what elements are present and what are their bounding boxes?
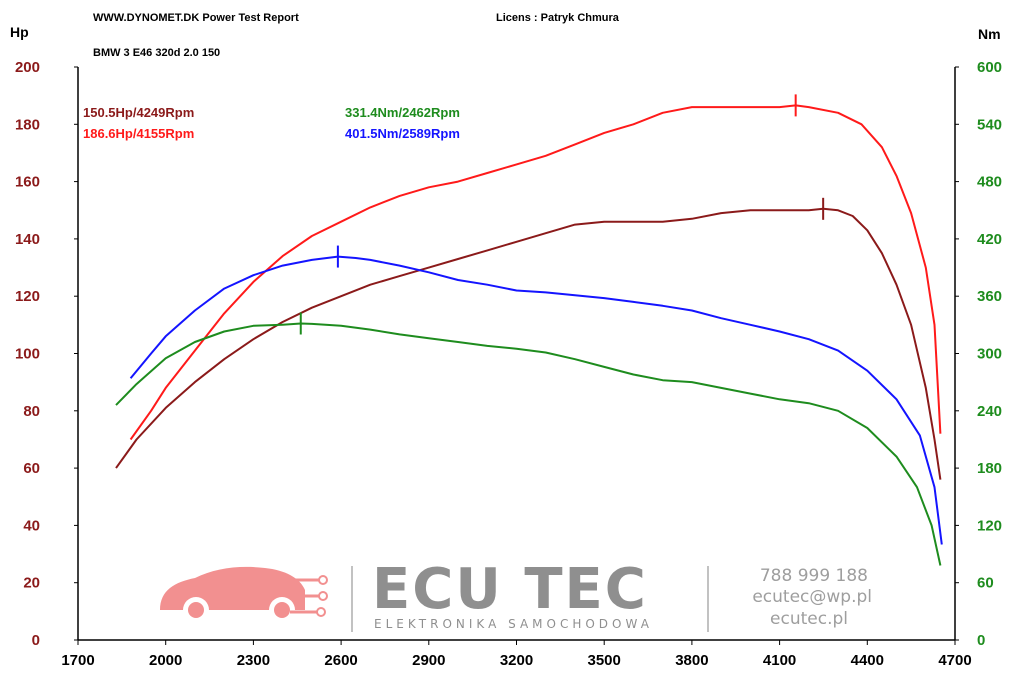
- x-tick-label: 2300: [237, 652, 270, 669]
- y-right-tick-label: 600: [977, 59, 1002, 76]
- car-logo-icon: [160, 566, 328, 623]
- watermark: ECU TEC ELEKTRONIKA SAMOCHODOWA 788 999 …: [160, 557, 872, 632]
- peak-annotation-2: 186.6Hp/4155Rpm: [83, 126, 194, 141]
- y-left-tick-label: 20: [23, 575, 40, 592]
- y-left-tick-label: 0: [32, 632, 40, 649]
- watermark-tagline: ELEKTRONIKA SAMOCHODOWA: [374, 617, 653, 631]
- x-tick-label: 4400: [851, 652, 884, 669]
- series-line-4: [129, 255, 943, 545]
- x-tick-label: 2000: [149, 652, 182, 669]
- y-left-tick-label: 200: [15, 59, 40, 76]
- watermark-phone: 788 999 188: [760, 566, 868, 586]
- y-left-tick-label: 60: [23, 460, 40, 477]
- watermark-website: ecutec.pl: [770, 609, 848, 629]
- y-right-tick-label: 300: [977, 346, 1002, 363]
- y-right-tick-label: 360: [977, 288, 1002, 305]
- x-tick-label: 3500: [588, 652, 621, 669]
- peak-annotation-3: 331.4Nm/2462Rpm: [345, 105, 460, 120]
- y-left-tick-label: 160: [15, 174, 40, 191]
- y-left-tick-label: 80: [23, 403, 40, 420]
- chart-annotations: 150.5Hp/4249Rpm 186.6Hp/4155Rpm 331.4Nm/24…: [83, 105, 460, 141]
- x-tick-label: 4700: [938, 652, 971, 669]
- y-right-tick-label: 240: [977, 403, 1002, 420]
- x-tick-label: 1700: [61, 652, 94, 669]
- y-right-tick-label: 120: [977, 517, 1002, 534]
- y-left-unit-label: Hp: [10, 24, 29, 40]
- x-tick-label: 4100: [763, 652, 796, 669]
- y-left-tick-label: 120: [15, 288, 40, 305]
- vehicle-label: BMW 3 E46 320d 2.0 150: [93, 47, 221, 59]
- report-title: WWW.DYNOMET.DK Power Test Report: [93, 12, 299, 24]
- y-right-tick-label: 60: [977, 575, 994, 592]
- x-tick-label: 2600: [324, 652, 357, 669]
- y-left-tick-label: 180: [15, 116, 40, 133]
- y-left-tick-label: 140: [15, 231, 40, 248]
- peak-annotation-4: 401.5Nm/2589Rpm: [345, 126, 460, 141]
- x-tick-label: 2900: [412, 652, 445, 669]
- watermark-email: ecutec@wp.pl: [752, 587, 872, 607]
- y-right-unit-label: Nm: [978, 26, 1001, 42]
- x-tick-label: 3200: [500, 652, 533, 669]
- series-line-1: [115, 207, 942, 480]
- y-right-tick-label: 0: [977, 632, 985, 649]
- watermark-brand: ECU TEC: [372, 557, 648, 622]
- chart-series: [115, 94, 943, 566]
- y-right-tick-label: 180: [977, 460, 1002, 477]
- series-line-3: [115, 322, 942, 566]
- y-left-tick-label: 100: [15, 346, 40, 363]
- peak-annotation-1: 150.5Hp/4249Rpm: [83, 105, 194, 120]
- y-right-tick-label: 540: [977, 116, 1002, 133]
- chart-ticks: 0204060801001201401601802000601201802403…: [15, 59, 1002, 669]
- license-label: Licens : Patryk Chmura: [496, 12, 619, 24]
- x-tick-label: 3800: [675, 652, 708, 669]
- series-line-2: [129, 104, 942, 441]
- y-left-tick-label: 40: [23, 517, 40, 534]
- y-right-tick-label: 480: [977, 174, 1002, 191]
- chart-axes: [77, 67, 956, 641]
- y-right-tick-label: 420: [977, 231, 1002, 248]
